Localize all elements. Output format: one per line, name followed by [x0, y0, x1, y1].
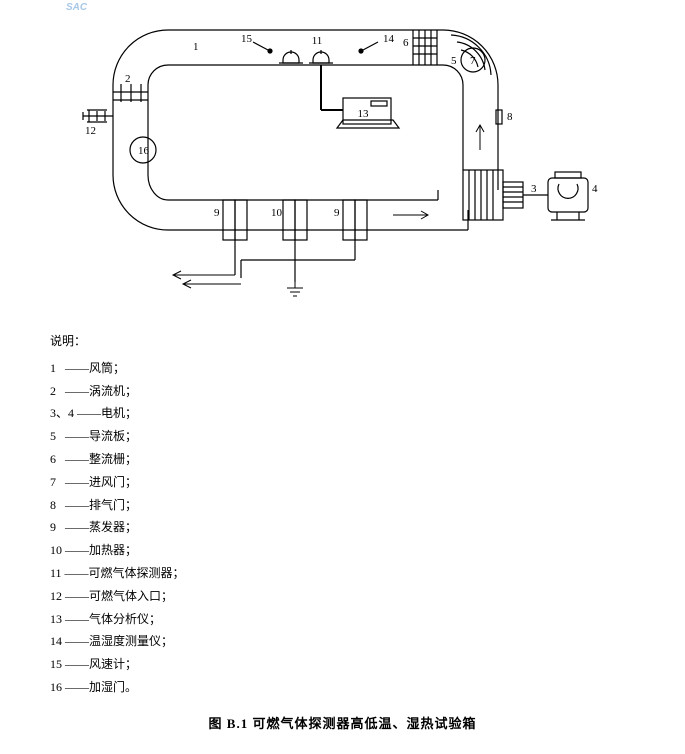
legend-row: 6 ——整流栅； [50, 448, 645, 471]
legend-row: 5 ——导流板； [50, 425, 645, 448]
legend-row: 12 ——可燃气体入口； [50, 585, 645, 608]
diagram: 1 2 3 4 5 6 7 8 9 9 10 11 12 13 14 15 16 [73, 20, 613, 310]
figure-caption: 图 B.1 可燃气体探测器高低温、湿热试验箱 [40, 713, 645, 732]
label-4: 4 [592, 183, 598, 195]
label-13: 13 [357, 108, 369, 120]
legend-row: 10 ——加热器； [50, 539, 645, 562]
label-11: 11 [311, 35, 322, 47]
label-2: 2 [125, 73, 131, 85]
label-6: 6 [403, 37, 409, 49]
legend-row: 13 ——气体分析仪； [50, 608, 645, 631]
page: SAC [0, 0, 685, 754]
label-10: 10 [271, 207, 283, 219]
label-3: 3 [531, 183, 537, 195]
legend-row: 11 ——可燃气体探测器； [50, 562, 645, 585]
legend-row: 14 ——温湿度测量仪； [50, 630, 645, 653]
label-15: 15 [241, 33, 253, 45]
legend-row: 2 ——涡流机； [50, 380, 645, 403]
legend-row: 8 ——排气门； [50, 494, 645, 517]
watermark: SAC [66, 2, 87, 13]
label-8: 8 [507, 111, 513, 123]
legend-row: 7 ——进风门； [50, 471, 645, 494]
label-16: 16 [138, 145, 150, 157]
legend-row: 16 ——加湿门。 [50, 676, 645, 699]
legend-title: 说明： [50, 330, 645, 353]
label-9a: 9 [214, 207, 220, 219]
label-7: 7 [470, 55, 476, 67]
legend-row: 3、4 ——电机； [50, 402, 645, 425]
label-1: 1 [193, 41, 199, 53]
label-14: 14 [383, 33, 395, 45]
label-5: 5 [451, 55, 457, 67]
label-12: 12 [85, 125, 96, 137]
schematic-svg: 1 2 3 4 5 6 7 8 9 9 10 11 12 13 14 15 16 [73, 20, 613, 310]
legend: 说明： 1 ——风筒；2 ——涡流机；3、4 ——电机；5 ——导流板；6 ——… [50, 330, 645, 699]
label-9b: 9 [334, 207, 340, 219]
legend-row: 1 ——风筒； [50, 357, 645, 380]
legend-row: 9 ——蒸发器； [50, 516, 645, 539]
legend-row: 15 ——风速计； [50, 653, 645, 676]
